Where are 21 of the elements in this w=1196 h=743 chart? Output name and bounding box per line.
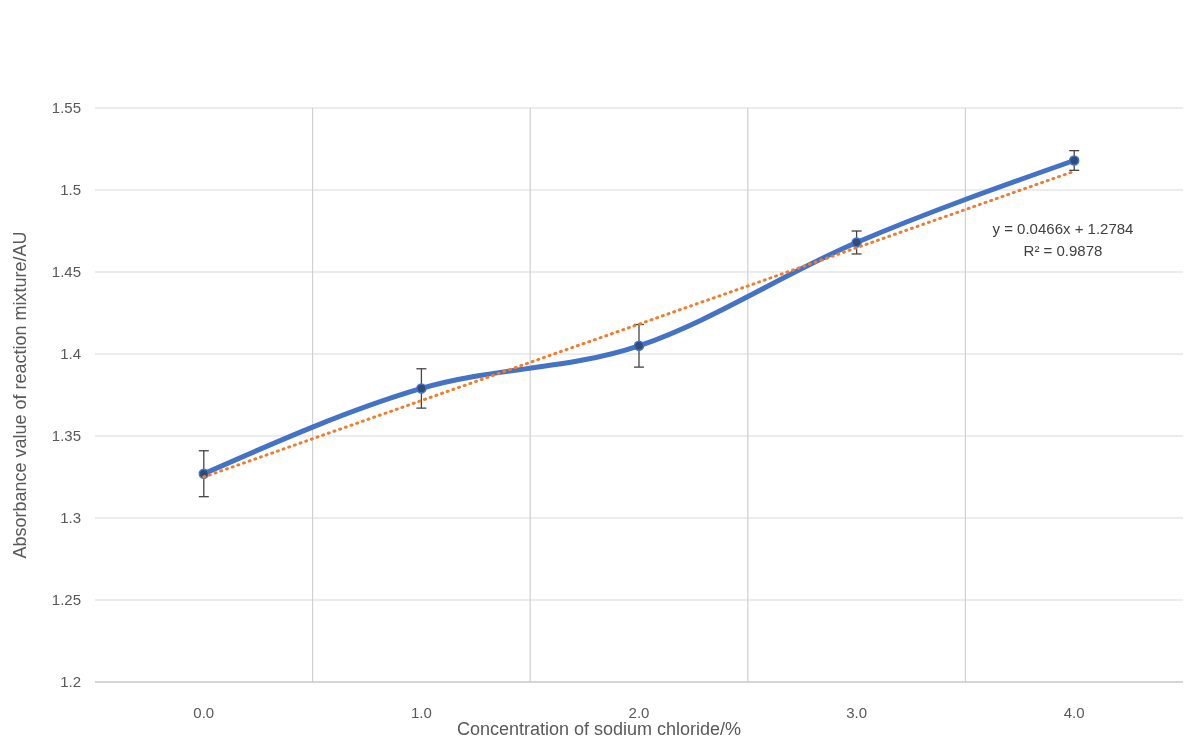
point: [1068, 155, 1080, 166]
x-tick-label: 4.0: [1063, 704, 1085, 721]
y-axis-title: Absorbance value of reaction mixture/AU: [10, 231, 30, 559]
point: [851, 237, 862, 248]
x-axis-title: Concentration of sodium chloride/%: [456, 719, 742, 739]
x-tick-label: 0.0: [193, 704, 215, 721]
y-tick-label: 1.55: [51, 99, 81, 117]
y-tick-label: 1.5: [60, 181, 81, 199]
y-tick-label: 1.3: [60, 509, 81, 527]
y-tick-label: 1.45: [51, 263, 81, 281]
x-tick-label: 3.0: [846, 704, 868, 721]
y-tick-label: 1.2: [60, 673, 81, 691]
x-tick-label: 2.0: [628, 704, 650, 721]
y-tick-label: 1.4: [60, 345, 81, 363]
y-tick-label: 1.25: [51, 591, 81, 609]
point: [416, 383, 427, 394]
annotation: R² = 0.9878: [1023, 242, 1103, 259]
annotation: y = 0.0466x + 1.2784: [992, 220, 1134, 237]
x-tick-label: 1.0: [410, 704, 432, 721]
y-tick-label: 1.35: [51, 427, 81, 445]
point: [633, 340, 645, 352]
